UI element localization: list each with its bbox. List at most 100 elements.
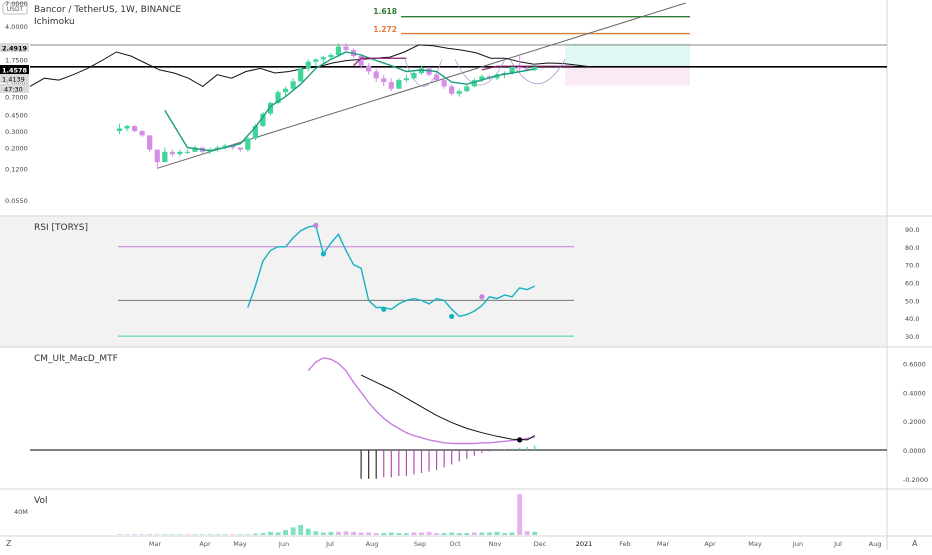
candle-body [177, 151, 183, 155]
time-axis-tick: Feb [619, 540, 631, 548]
candle-body [290, 81, 296, 89]
candle-body [456, 91, 462, 94]
time-axis-tick: Apr [704, 540, 716, 548]
volume-bar [268, 531, 273, 535]
macd-axis-tick: 0.4000 [903, 389, 926, 397]
price-axis-tick: 4.0000 [5, 23, 28, 31]
candle-body [471, 80, 477, 87]
resistance-line [481, 65, 573, 71]
volume-bar [290, 527, 296, 535]
candle-body [313, 59, 319, 62]
candle-body [275, 92, 281, 103]
macd-axis-tick: 0.0000 [903, 447, 926, 455]
price-badge-2-4919: 2.4919 [0, 43, 29, 53]
candle-body [517, 67, 523, 69]
volume-bar [230, 534, 236, 535]
price-badge-1-4139: 1.4139 [0, 74, 29, 84]
candle-body [479, 76, 485, 81]
pattern-arc [404, 59, 443, 87]
time-axis-tick: Oct [449, 540, 461, 548]
candle-body [366, 65, 372, 72]
volume-bar [532, 531, 538, 535]
volume-bar [373, 533, 379, 535]
fib-zone-upper [565, 43, 690, 67]
candle-body [116, 128, 123, 132]
volume-bar [260, 533, 266, 535]
candle-body [169, 151, 175, 155]
candle-body [320, 57, 326, 60]
time-axis-tick: Jun [792, 540, 803, 548]
time-axis-tick: May [233, 540, 247, 548]
candle-body [124, 125, 130, 129]
candle-body [162, 151, 168, 163]
volume-bar [509, 532, 515, 535]
volume-bar [132, 534, 137, 535]
candle-body [358, 56, 364, 66]
indicator-label: Ichimoku [34, 17, 75, 27]
volume-bar [192, 534, 198, 535]
candle-body [396, 80, 402, 89]
volume-bar [434, 533, 439, 535]
time-axis-left-button[interactable]: Z [6, 539, 12, 548]
fib-level-1272-label: 1.272 [373, 25, 397, 34]
price-axis-tick: 0.7000 [5, 94, 28, 102]
candle-body [132, 125, 138, 132]
volume-bar [524, 531, 530, 535]
candle-body [449, 86, 455, 94]
rsi-marker [449, 313, 455, 320]
candle-body [154, 149, 160, 163]
auto-scale-button[interactable]: A [912, 539, 918, 548]
candle-body [245, 138, 251, 150]
rsi-axis-tick: 40.0 [905, 315, 919, 323]
candle-body [298, 68, 304, 82]
volume-bar [215, 534, 221, 535]
volume-bar [343, 531, 349, 535]
macd-axis-tick: 0.6000 [903, 361, 926, 369]
volume-bar [207, 534, 213, 535]
candle-body [403, 78, 409, 81]
candle-body [373, 71, 379, 79]
pattern-arc [454, 59, 506, 86]
countdown-badge: 47:30 [0, 84, 29, 94]
candle-body [192, 147, 198, 152]
macd-axis-tick: 0.2000 [903, 418, 926, 426]
volume-bar [351, 531, 356, 535]
resistance-line [353, 57, 407, 67]
candle-body [494, 74, 500, 79]
volume-bar [517, 494, 523, 535]
volume-bar [366, 532, 372, 535]
volume-bar [200, 534, 205, 535]
volume-bar [494, 531, 500, 535]
candle-body [524, 68, 530, 70]
volume-bar [253, 533, 258, 535]
time-axis-tick: Sep [414, 540, 426, 548]
volume-bar [471, 532, 477, 535]
time-axis-tick: Aug [869, 540, 882, 548]
candle-body [328, 54, 334, 58]
ichimoku-conversion-line [164, 51, 535, 152]
rsi-marker [381, 306, 387, 312]
volume-bar [117, 534, 122, 535]
rsi-title: RSI [TORYS] [34, 223, 88, 233]
pattern-arc [509, 59, 566, 85]
volume-bar [487, 532, 492, 535]
chart-title: Bancor / TetherUS, 1W, BINANCE [34, 5, 181, 15]
rsi-axis-tick: 60.0 [905, 280, 919, 288]
price-axis-tick: 0.3000 [5, 128, 28, 136]
volume-bar [147, 534, 153, 535]
candle-body [305, 61, 311, 69]
scale-unit-badge[interactable] [2, 2, 28, 15]
rsi-marker [320, 251, 326, 257]
rsi-line [247, 224, 536, 318]
price-axis-tick: 0.2000 [5, 145, 28, 153]
price-axis-tick: 0.4500 [5, 112, 28, 120]
volume-bar [464, 533, 470, 535]
candle-body [509, 67, 515, 74]
time-axis-tick: Dec [534, 540, 547, 548]
svg-text:1.4578: 1.4578 [2, 67, 28, 75]
volume-bar [275, 532, 281, 535]
volume-bar [139, 534, 145, 535]
macd-axis-tick: -0.2000 [903, 476, 928, 484]
